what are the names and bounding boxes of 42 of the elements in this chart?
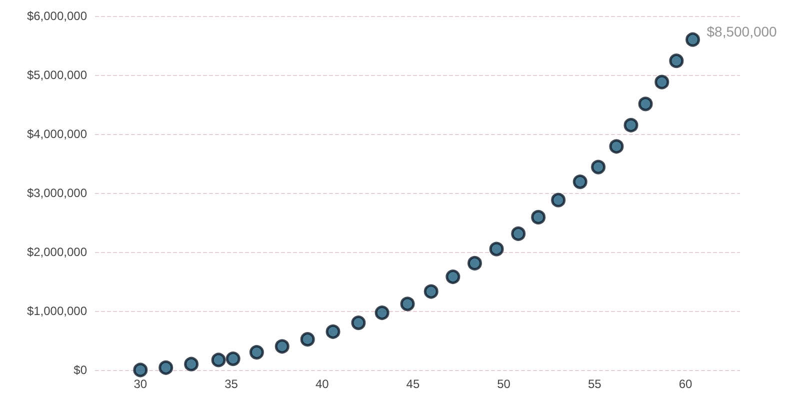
point <box>249 345 264 360</box>
x-tick-label: 30 <box>134 377 148 391</box>
point <box>226 352 240 366</box>
x-tick-label: 40 <box>315 377 330 391</box>
y-tick-label: $5,000,000 <box>26 68 88 82</box>
x-tick-label: 35 <box>224 377 238 391</box>
y-tick-label: $3,000,000 <box>26 186 88 200</box>
point <box>374 306 390 320</box>
y-tick-label: $4,000,000 <box>26 127 88 141</box>
point <box>511 226 526 241</box>
point <box>300 332 315 347</box>
point <box>489 242 504 256</box>
point <box>531 210 546 224</box>
point <box>654 74 670 90</box>
point <box>133 362 148 378</box>
point <box>591 160 606 174</box>
x-tick-label: 55 <box>588 377 602 391</box>
point <box>424 284 438 299</box>
y-tick-label: $1,000,000 <box>26 304 88 318</box>
point <box>446 270 460 284</box>
point <box>638 96 653 112</box>
point <box>551 192 566 208</box>
annotation: $8,500,000 <box>706 24 778 40</box>
y-tick-label: $0 <box>74 363 88 377</box>
point <box>274 339 290 354</box>
point <box>669 54 684 68</box>
y-tick-label: $2,000,000 <box>26 245 88 259</box>
point <box>326 324 340 339</box>
point <box>211 352 226 368</box>
x-tick-label: 50 <box>497 377 511 391</box>
point <box>158 360 174 375</box>
point <box>572 174 588 190</box>
point <box>609 139 624 154</box>
point <box>400 296 415 312</box>
point <box>624 118 638 132</box>
point <box>686 32 700 47</box>
x-tick-label: 60 <box>678 377 692 391</box>
point <box>467 256 482 270</box>
point <box>351 316 366 330</box>
point <box>184 356 199 372</box>
y-tick-label: $6,000,000 <box>26 9 88 23</box>
x-tick-label: 45 <box>406 377 420 391</box>
